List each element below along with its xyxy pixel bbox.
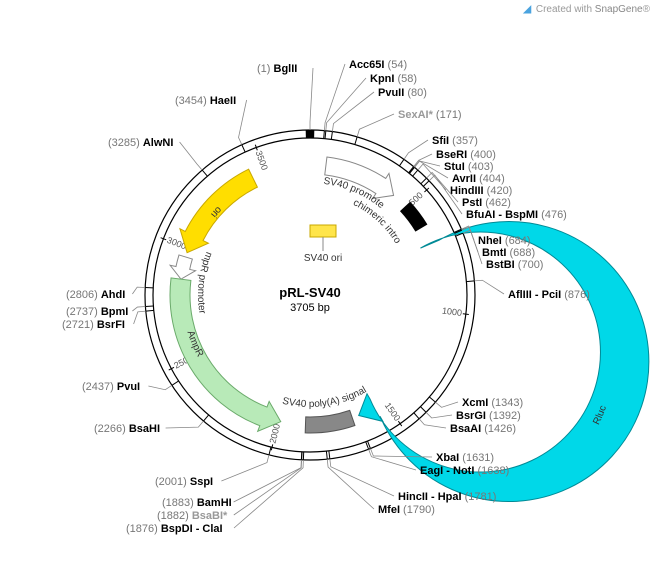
svg-text:pRL-SV40: pRL-SV40 [279,285,340,300]
enzyme-site: AflIII - PciI (876) [508,289,590,301]
plasmid-map: 500100015002000250030003500oriSV40 promo… [0,0,662,566]
enzyme-site: BfuAI - BspMI (476) [466,209,567,221]
enzyme-site: EagI - NotI (1638) [420,465,509,477]
enzyme-site: BmtI (688) [482,247,535,259]
enzyme-site: (2266) BsaHI [94,423,160,435]
enzyme-site: (1882) BsaBI* [157,510,228,522]
enzyme-site: (2737) BpmI [66,306,128,318]
svg-text:SV40 ori: SV40 ori [304,253,342,264]
svg-text:1000: 1000 [441,306,462,318]
svg-text:3500: 3500 [254,149,270,171]
enzyme-site: (2437) PvuI [82,381,140,393]
enzyme-site: BseRI (400) [436,149,496,161]
svg-text:1500: 1500 [383,401,403,423]
enzyme-site: BsrGI (1392) [456,410,521,422]
enzyme-site: KpnI (58) [370,73,417,85]
enzyme-site: SexAI* (171) [398,109,462,121]
enzyme-site: BstBI (700) [486,259,543,271]
enzyme-site: (1883) BamHI [162,497,232,509]
enzyme-site: PstI (462) [462,197,511,209]
enzyme-site: (2001) SspI [155,476,213,488]
enzyme-site: NheI (684) [478,235,531,247]
enzyme-site: SfiI (357) [432,135,478,147]
enzyme-site: (1876) BspDI - ClaI [126,523,223,535]
enzyme-site: (2721) BsrFI [62,319,125,331]
enzyme-site: Acc65I (54) [349,59,407,71]
enzyme-site: XcmI (1343) [462,397,523,409]
enzyme-site: BsaAI (1426) [450,423,516,435]
enzyme-site: XbaI (1631) [436,452,494,464]
enzyme-site: PvuII (80) [378,87,427,99]
enzyme-site: (3285) AlwNI [108,137,173,149]
enzyme-site: (3454) HaeII [175,95,236,107]
svg-text:3705 bp: 3705 bp [290,302,330,314]
enzyme-site: HincII - HpaI (1781) [398,491,496,503]
enzyme-site: AvrII (404) [452,173,505,185]
enzyme-site: (2806) AhdI [66,289,125,301]
enzyme-site: HindIII (420) [450,185,512,197]
svg-text:SV40 poly(A) signal: SV40 poly(A) signal [281,385,368,410]
enzyme-site: MfeI (1790) [378,504,435,516]
enzyme-site: (1) BglII [257,63,297,75]
enzyme-site: StuI (403) [444,161,494,173]
